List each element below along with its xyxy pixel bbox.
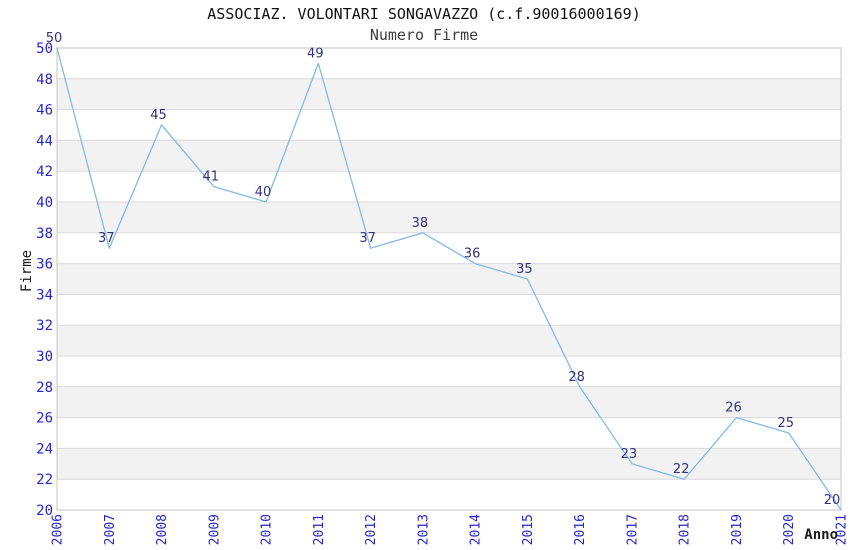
x-tick-label: 2006 (51, 514, 66, 545)
y-tick-label: 36 (36, 257, 53, 273)
x-tick-label: 2011 (312, 514, 327, 545)
x-tick-label: 2014 (469, 514, 484, 545)
data-label: 45 (150, 108, 167, 123)
data-label: 41 (203, 170, 220, 185)
plot-band (57, 325, 841, 356)
plot-band (57, 202, 841, 233)
series-line (56, 47, 842, 511)
x-tick-label: 2015 (521, 514, 536, 545)
y-tick-label: 46 (36, 103, 53, 119)
y-axis-tick-labels: 20 22 24 26 28 30 32 34 36 38 40 42 44 46 48 50 (36, 41, 53, 519)
y-tick-label: 34 (36, 287, 53, 303)
y-tick-label: 24 (36, 441, 53, 457)
data-label: 37 (98, 231, 115, 246)
y-tick-label: 50 (36, 41, 53, 57)
x-tick-label: 2016 (573, 514, 588, 545)
data-label: 25 (777, 416, 794, 431)
plot-band (57, 386, 841, 418)
x-tick-label: 2017 (625, 514, 640, 545)
data-labels: 50 37 45 41 40 49 37 38 36 35 28 23 22 26 25 20 (46, 31, 841, 508)
data-label: 35 (516, 262, 533, 277)
chart-subtitle: Numero Firme (370, 26, 478, 44)
x-axis-title: Anno (804, 527, 838, 543)
y-tick-label: 30 (36, 349, 53, 365)
y-tick-label: 32 (36, 318, 53, 334)
x-tick-label: 2020 (782, 514, 797, 545)
data-label: 38 (412, 216, 429, 231)
y-tick-label: 28 (36, 380, 53, 396)
plot-band (57, 263, 841, 295)
data-label: 23 (621, 447, 638, 462)
y-tick-label: 26 (36, 411, 53, 427)
x-tick-label: 2018 (678, 514, 693, 545)
x-tick-label: 2021 (835, 514, 850, 545)
x-tick-label: 2019 (730, 514, 745, 545)
gridlines (57, 47, 841, 511)
y-tick-label: 44 (36, 133, 53, 149)
y-tick-label: 48 (36, 72, 53, 88)
plot-bands (57, 78, 841, 480)
plot-band (57, 140, 841, 172)
y-tick-label: 38 (36, 226, 53, 242)
x-tick-label: 2010 (260, 514, 275, 545)
plot-border (56, 47, 842, 511)
data-label: 20 (824, 493, 841, 508)
data-label: 36 (464, 247, 481, 262)
plot-band (57, 78, 841, 110)
data-label: 28 (568, 370, 585, 385)
y-axis-title: Firme (19, 250, 35, 292)
y-tick-label: 40 (36, 195, 53, 211)
x-tick-label: 2013 (416, 514, 431, 545)
x-axis-tick-labels: 2006 2007 2008 2009 2010 2011 2012 2013 2014 2015… (51, 514, 850, 545)
data-label: 50 (46, 31, 63, 46)
data-label: 37 (359, 231, 376, 246)
data-label: 26 (725, 401, 742, 416)
x-tick-label: 2008 (155, 514, 170, 545)
plot-band (57, 448, 841, 480)
chart-title: ASSOCIAZ. VOLONTARI SONGAVAZZO (c.f.9001… (207, 5, 640, 23)
x-tick-label: 2012 (364, 514, 379, 545)
data-label: 49 (307, 46, 324, 61)
x-tick-label: 2009 (207, 514, 222, 545)
data-label: 22 (673, 462, 690, 477)
y-tick-label: 20 (36, 503, 53, 519)
y-tick-label: 42 (36, 164, 53, 180)
y-tick-label: 22 (36, 472, 53, 488)
data-label: 40 (255, 185, 272, 200)
x-tick-label: 2007 (103, 514, 118, 545)
